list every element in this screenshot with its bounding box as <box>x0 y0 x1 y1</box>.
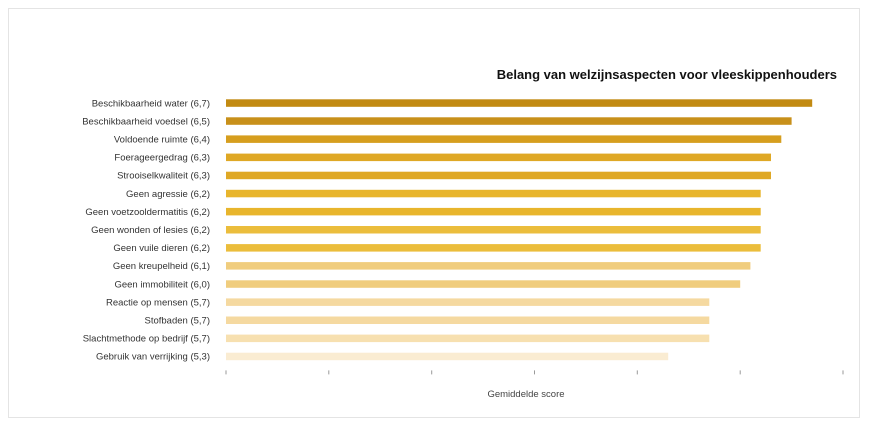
category-label: Strooiselkwaliteit (6,3) <box>117 171 210 182</box>
category-label: Beschikbaarheid voedsel (6,5) <box>82 116 210 127</box>
category-label: Geen kreupelheid (6,1) <box>113 261 210 272</box>
category-labels: Beschikbaarheid water (6,7) Beschikbaarhe… <box>82 98 210 362</box>
category-label: Geen immobiliteit (6,0) <box>114 279 210 290</box>
bar <box>226 262 751 270</box>
category-label: Beschikbaarheid water (6,7) <box>92 98 210 109</box>
category-label: Slachtmethode op bedrijf (5,7) <box>83 334 210 345</box>
bar <box>226 280 741 288</box>
bar <box>226 334 710 343</box>
x-axis-label: Gemiddelde score <box>487 389 564 400</box>
category-label: Foerageergedrag (6,3) <box>114 153 210 164</box>
bar <box>226 117 792 125</box>
bar <box>226 153 771 162</box>
category-label: Geen agressie (6,2) <box>126 189 210 200</box>
category-label: Geen wonden of lesies (6,2) <box>91 225 210 236</box>
category-label: Geen vuile dieren (6,2) <box>113 243 210 254</box>
bar <box>226 99 813 107</box>
bar <box>226 226 761 234</box>
category-label: Geen voetzooldermatitis (6,2) <box>85 207 210 218</box>
bar <box>226 244 761 252</box>
bars-group <box>226 99 813 361</box>
category-label: Gebruik van verrijking (5,3) <box>96 352 210 363</box>
x-axis <box>225 370 844 375</box>
chart-frame: Belang van welzijnsaspecten voor vleeski… <box>8 8 860 418</box>
category-label: Voldoende ruimte (6,4) <box>114 135 210 146</box>
bar <box>226 298 710 306</box>
bar <box>226 207 761 216</box>
bar <box>226 171 771 180</box>
bar <box>226 135 782 143</box>
category-label: Stofbaden (5,7) <box>145 316 211 327</box>
category-label: Reactie op mensen (5,7) <box>106 297 210 308</box>
bar <box>226 189 761 198</box>
bar <box>226 316 710 324</box>
bar <box>226 352 669 361</box>
bar-chart: Belang van welzijnsaspecten voor vleeski… <box>82 67 844 400</box>
chart-title: Belang van welzijnsaspecten voor vleeski… <box>497 67 837 82</box>
